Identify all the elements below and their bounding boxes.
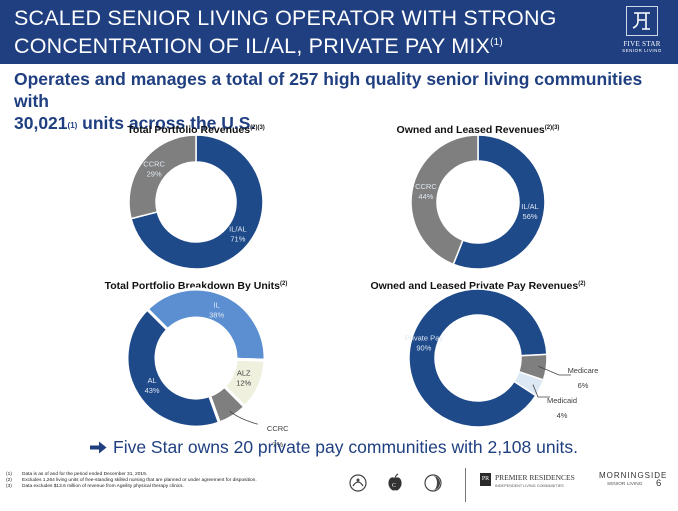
right-arrow-icon	[90, 438, 107, 459]
callout: Five Star owns 20 private pay communitie…	[90, 437, 578, 459]
apple-brand-icon: C	[388, 473, 402, 491]
chart-4-title: Owned and Leased Private Pay Revenues(2)	[370, 280, 585, 292]
svg-text:C: C	[392, 483, 396, 489]
chart-4-label-medicaid-leader	[532, 384, 550, 398]
footnote-1: (1) Data is as of and for the period ende…	[6, 472, 148, 477]
brand-divider	[465, 468, 466, 502]
chart-4-slice-medicaid	[513, 370, 545, 397]
chart-3-label-ccrc-leader	[229, 410, 258, 425]
premier-residences-name: PREMIER RESIDENCES	[495, 473, 575, 482]
five-star-logo: FIVE STAR SENIOR LIVING	[617, 6, 667, 58]
chart-1-label-ccrc-name: CCRC	[143, 160, 165, 169]
premier-badge: PR	[480, 473, 491, 486]
chart-2-label-il-al-name: IL/AL	[521, 202, 539, 211]
title-line-2: CONCENTRATION OF IL/AL, PRIVATE PAY MIX(…	[14, 34, 503, 59]
subtitle-footnote: (1)	[67, 121, 78, 130]
chart-3-label-il-value: 38%	[209, 310, 224, 319]
chart-3-slice-il	[145, 287, 267, 362]
chart-4-slice-private-pay	[408, 288, 548, 428]
ageility-brand-icon	[349, 474, 367, 492]
morningside-name: MORNINGSIDE	[599, 471, 668, 480]
morningside-sub: SENIOR LIVING	[607, 482, 643, 487]
five-star-emblem-icon	[626, 6, 658, 36]
chart-4-label-medicare-leader	[538, 365, 571, 376]
brand-logos: C PR PREMIER RESIDENCES INDEPENDENT LIVI…	[345, 465, 678, 505]
chart-3-label-al-value: 43%	[145, 386, 160, 395]
callout-text: Five Star owns 20 private pay communitie…	[113, 437, 578, 457]
chart-1-slice-ccrc	[128, 134, 197, 220]
moon-brand-icon	[424, 474, 442, 492]
chart-3-label-il-name: IL	[214, 300, 220, 309]
premier-residences-sub: INDEPENDENT LIVING COMMUNITIES	[495, 484, 564, 488]
footnotes: (1) Data is as of and for the period ende…	[6, 472, 257, 491]
chart-3-title: Total Portfolio Breakdown By Units(2)	[105, 280, 288, 292]
chart-3-label-al-name: AL	[148, 376, 157, 385]
chart-1-title: Total Portfolio Revenues(2)(3)	[127, 124, 265, 136]
chart-2-slice-il-al	[452, 134, 546, 270]
chart-4-label-medicaid-name: Medicaid	[547, 396, 577, 405]
chart-1-label-ccrc-value: 29%	[147, 170, 162, 179]
chart-4-label-medicare-value: 6%	[578, 381, 589, 390]
chart-3-label-alz-name: ALZ	[237, 369, 251, 378]
subtitle: Operates and manages a total of 257 high…	[14, 68, 664, 134]
page-number: 6	[656, 478, 662, 489]
chart-2-label-ccrc-name: CCRC	[415, 182, 437, 191]
title-line-1: SCALED SENIOR LIVING OPERATOR WITH STRON…	[14, 6, 557, 30]
footnote-3: (3) Data excludes $13.6 million of revenu…	[6, 484, 184, 490]
chart-2-label-ccrc-value: 44%	[418, 192, 433, 201]
chart-4-label-medicaid-value: 4%	[557, 411, 568, 420]
chart-2-label-il-al-value: 56%	[523, 212, 538, 221]
chart-2-slice-ccrc	[410, 134, 479, 266]
chart-2-title: Owned and Leased Revenues(2)(3)	[397, 124, 560, 136]
header-bar: SCALED SENIOR LIVING OPERATOR WITH STRON…	[0, 0, 678, 64]
logo-brand-name: FIVE STAR	[623, 40, 661, 48]
footnote-2: (2) Excludes 1,264 living units of free-s…	[6, 478, 257, 484]
title-line-2-text: CONCENTRATION OF IL/AL, PRIVATE PAY MIX	[14, 34, 491, 58]
subtitle-units: 30,021	[14, 113, 68, 133]
chart-3-label-ccrc-name: CCRC	[267, 424, 289, 433]
chart-3-label-ccrc-value: 7%	[272, 440, 283, 449]
chart-1-label-il-al-value: 71%	[230, 234, 245, 243]
chart-1-slice-il-al	[130, 134, 264, 270]
subtitle-part-2: units across the U.S.	[77, 113, 256, 133]
chart-4-label-private-pay-name: Private Pay	[405, 334, 444, 343]
chart-3-slice-al	[125, 307, 222, 429]
chart-3-label-alz-value: 12%	[236, 379, 251, 388]
chart-4-label-private-pay-value: 90%	[416, 344, 431, 353]
logo-brand-sub: SENIOR LIVING	[622, 48, 662, 53]
chart-4-label-medicare-name: Medicare	[568, 366, 599, 375]
subtitle-part-1: Operates and manages a total of 257 high…	[14, 69, 643, 111]
chart-1-label-il-al-name: IL/AL	[229, 224, 247, 233]
title-footnote: (1)	[490, 37, 503, 48]
